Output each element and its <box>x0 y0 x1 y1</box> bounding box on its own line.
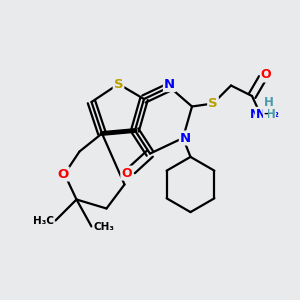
Text: N: N <box>164 78 175 91</box>
Text: H: H <box>264 95 273 109</box>
Text: H: H <box>266 107 275 121</box>
Text: O: O <box>57 167 69 181</box>
Text: S: S <box>114 77 123 91</box>
Text: CH₃: CH₃ <box>93 222 114 232</box>
Text: O: O <box>121 167 132 180</box>
Text: NH: NH <box>250 107 269 121</box>
Text: -: - <box>263 109 268 119</box>
Text: O: O <box>261 68 272 82</box>
Text: S: S <box>208 97 218 110</box>
Text: N: N <box>255 107 266 121</box>
Text: H₃C: H₃C <box>33 216 54 226</box>
Text: N: N <box>180 131 191 145</box>
Text: ₂: ₂ <box>273 109 278 119</box>
